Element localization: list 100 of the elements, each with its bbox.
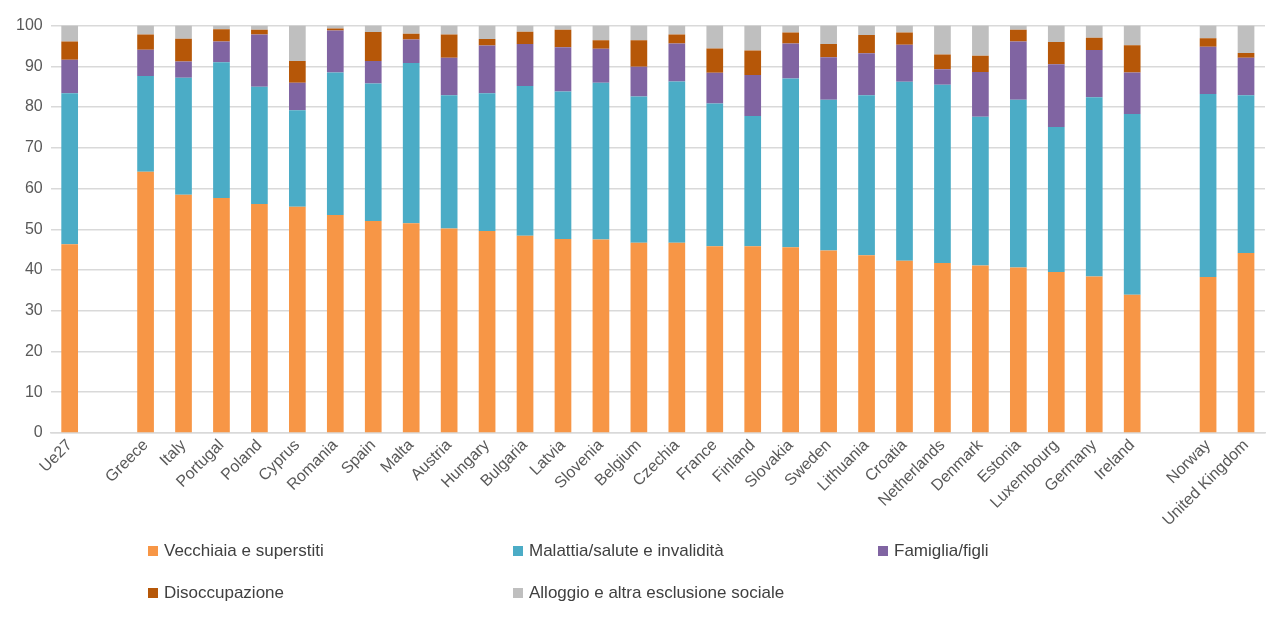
bar xyxy=(61,93,79,245)
bar xyxy=(972,72,989,117)
y-tick-label: 30 xyxy=(24,301,43,319)
bar xyxy=(1047,41,1065,65)
bar xyxy=(744,74,762,117)
bar xyxy=(858,53,875,96)
bar xyxy=(858,255,875,433)
bar xyxy=(1237,25,1255,53)
bar xyxy=(478,25,496,40)
bar xyxy=(175,38,192,62)
bar xyxy=(706,72,724,104)
bar xyxy=(137,25,154,35)
bar xyxy=(1010,41,1027,100)
bar xyxy=(1085,97,1103,277)
bar xyxy=(1085,50,1103,98)
bar xyxy=(896,81,913,261)
bar xyxy=(782,78,800,248)
bar xyxy=(251,29,268,35)
bar xyxy=(972,25,989,56)
bar xyxy=(1123,25,1141,46)
bar xyxy=(858,34,875,54)
bar xyxy=(820,25,837,44)
bar xyxy=(478,230,496,433)
bar xyxy=(213,62,230,198)
bar xyxy=(175,25,192,39)
bar xyxy=(364,61,382,84)
bar xyxy=(440,95,458,229)
bar xyxy=(1047,127,1065,273)
bar xyxy=(1237,57,1255,96)
bar xyxy=(896,25,913,33)
bar xyxy=(516,31,534,44)
legend-label: Famiglia/figli xyxy=(894,541,989,561)
bar xyxy=(896,44,913,82)
bar xyxy=(213,29,230,42)
bar xyxy=(592,82,610,240)
bar xyxy=(516,235,534,433)
bar xyxy=(554,29,572,48)
bar xyxy=(820,250,837,433)
bar xyxy=(1047,64,1065,128)
bar xyxy=(289,206,306,433)
bar xyxy=(782,32,800,44)
bar xyxy=(782,247,800,433)
bar xyxy=(478,93,496,231)
bar xyxy=(478,39,496,46)
bar xyxy=(972,116,989,266)
y-tick-label: 20 xyxy=(24,341,43,359)
y-tick-label: 100 xyxy=(15,16,43,34)
bar xyxy=(668,242,686,433)
y-tick-label: 40 xyxy=(24,260,43,278)
bar xyxy=(630,242,648,433)
bar xyxy=(1199,46,1217,95)
bar xyxy=(1085,25,1103,38)
bar xyxy=(137,76,154,172)
bar xyxy=(630,66,648,97)
bar xyxy=(251,204,268,433)
bar xyxy=(972,265,989,433)
bar xyxy=(251,34,268,87)
legend-label: Vecchiaia e superstiti xyxy=(164,541,324,561)
bar xyxy=(1123,294,1141,433)
bar xyxy=(934,54,951,70)
bar xyxy=(402,223,420,433)
bar xyxy=(440,228,458,433)
bar xyxy=(820,57,837,100)
bar xyxy=(1010,267,1027,433)
bar xyxy=(858,95,875,256)
bar xyxy=(364,221,382,433)
bar xyxy=(630,96,648,243)
bar xyxy=(61,25,79,42)
bar xyxy=(364,32,382,62)
bar xyxy=(1237,95,1255,253)
bar xyxy=(972,55,989,73)
bar xyxy=(934,84,951,264)
y-tick-label: 0 xyxy=(33,423,43,441)
bar xyxy=(1199,276,1217,433)
bar xyxy=(289,110,306,207)
bar xyxy=(592,25,610,41)
bar xyxy=(744,50,762,75)
bar xyxy=(554,239,572,433)
legend-label: Disoccupazione xyxy=(164,583,285,603)
bar xyxy=(1047,25,1065,42)
bar xyxy=(289,25,306,62)
bar xyxy=(516,25,534,32)
bar xyxy=(402,39,420,64)
bar xyxy=(858,25,875,35)
y-tick-label: 80 xyxy=(24,97,43,115)
bar xyxy=(1199,25,1217,39)
bar xyxy=(706,25,724,49)
bar xyxy=(744,246,762,433)
bar xyxy=(1085,276,1103,433)
bar xyxy=(668,34,686,44)
bar xyxy=(592,239,610,433)
bar xyxy=(1123,45,1141,73)
bar xyxy=(554,47,572,92)
bar xyxy=(820,99,837,251)
bar xyxy=(706,48,724,73)
bar xyxy=(61,41,79,60)
bar xyxy=(440,25,458,35)
bar xyxy=(478,45,496,94)
bar xyxy=(516,85,534,236)
bar xyxy=(706,103,724,247)
